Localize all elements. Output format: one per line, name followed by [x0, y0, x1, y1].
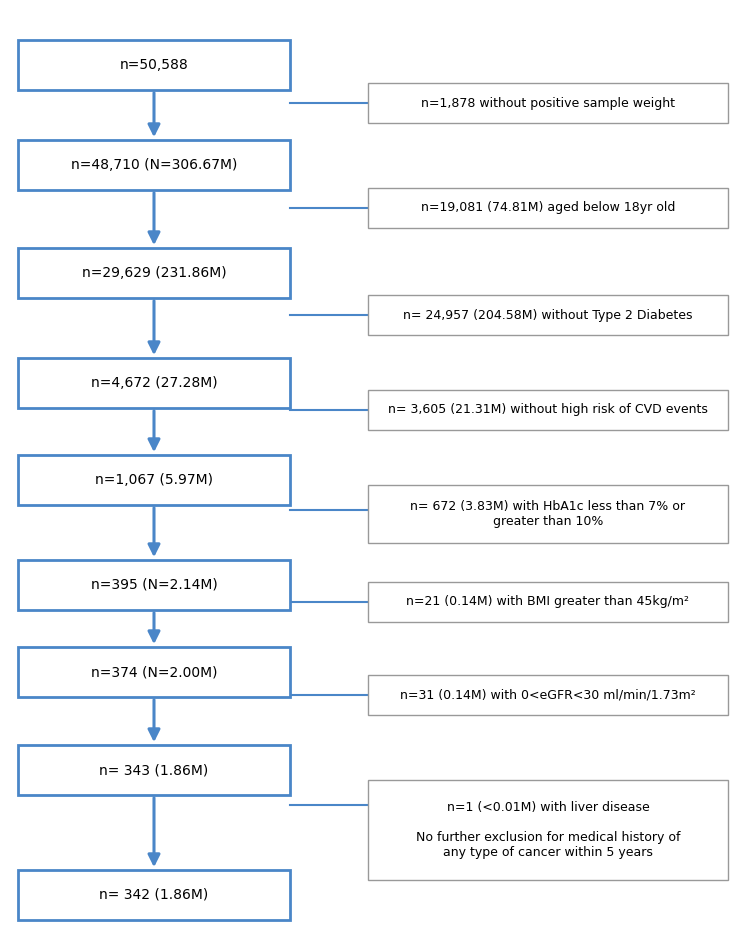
Text: n=19,081 (74.81M) aged below 18yr old: n=19,081 (74.81M) aged below 18yr old [420, 201, 675, 214]
Text: n=29,629 (231.86M): n=29,629 (231.86M) [82, 266, 226, 280]
FancyBboxPatch shape [368, 485, 728, 543]
Text: n=31 (0.14M) with 0<eGFR<30 ml/min/1.73m²: n=31 (0.14M) with 0<eGFR<30 ml/min/1.73m… [400, 689, 696, 701]
FancyBboxPatch shape [18, 248, 290, 298]
Text: n=48,710 (N=306.67M): n=48,710 (N=306.67M) [71, 158, 237, 172]
FancyBboxPatch shape [368, 390, 728, 430]
Text: n= 342 (1.86M): n= 342 (1.86M) [99, 888, 208, 902]
FancyBboxPatch shape [18, 140, 290, 190]
Text: n= 343 (1.86M): n= 343 (1.86M) [99, 763, 208, 777]
FancyBboxPatch shape [368, 675, 728, 715]
Text: n= 672 (3.83M) with HbA1c less than 7% or
greater than 10%: n= 672 (3.83M) with HbA1c less than 7% o… [410, 500, 686, 528]
Text: n=1 (<0.01M) with liver disease

No further exclusion for medical history of
any: n=1 (<0.01M) with liver disease No furth… [416, 801, 681, 859]
FancyBboxPatch shape [368, 582, 728, 622]
FancyBboxPatch shape [18, 358, 290, 408]
FancyBboxPatch shape [368, 188, 728, 228]
FancyBboxPatch shape [368, 780, 728, 880]
FancyBboxPatch shape [18, 40, 290, 90]
Text: n= 24,957 (204.58M) without Type 2 Diabetes: n= 24,957 (204.58M) without Type 2 Diabe… [403, 308, 692, 321]
Text: n=4,672 (27.28M): n=4,672 (27.28M) [91, 376, 217, 390]
Text: n=374 (N=2.00M): n=374 (N=2.00M) [91, 665, 217, 679]
Text: n=1,067 (5.97M): n=1,067 (5.97M) [95, 473, 213, 487]
Text: n=395 (N=2.14M): n=395 (N=2.14M) [91, 578, 217, 592]
FancyBboxPatch shape [18, 455, 290, 505]
FancyBboxPatch shape [368, 83, 728, 123]
FancyBboxPatch shape [18, 647, 290, 697]
Text: n=21 (0.14M) with BMI greater than 45kg/m²: n=21 (0.14M) with BMI greater than 45kg/… [406, 596, 689, 609]
FancyBboxPatch shape [18, 560, 290, 610]
FancyBboxPatch shape [368, 295, 728, 335]
FancyBboxPatch shape [18, 870, 290, 920]
Text: n=1,878 without positive sample weight: n=1,878 without positive sample weight [421, 97, 675, 110]
Text: n= 3,605 (21.31M) without high risk of CVD events: n= 3,605 (21.31M) without high risk of C… [388, 403, 708, 416]
FancyBboxPatch shape [18, 745, 290, 795]
Text: n=50,588: n=50,588 [120, 58, 188, 72]
